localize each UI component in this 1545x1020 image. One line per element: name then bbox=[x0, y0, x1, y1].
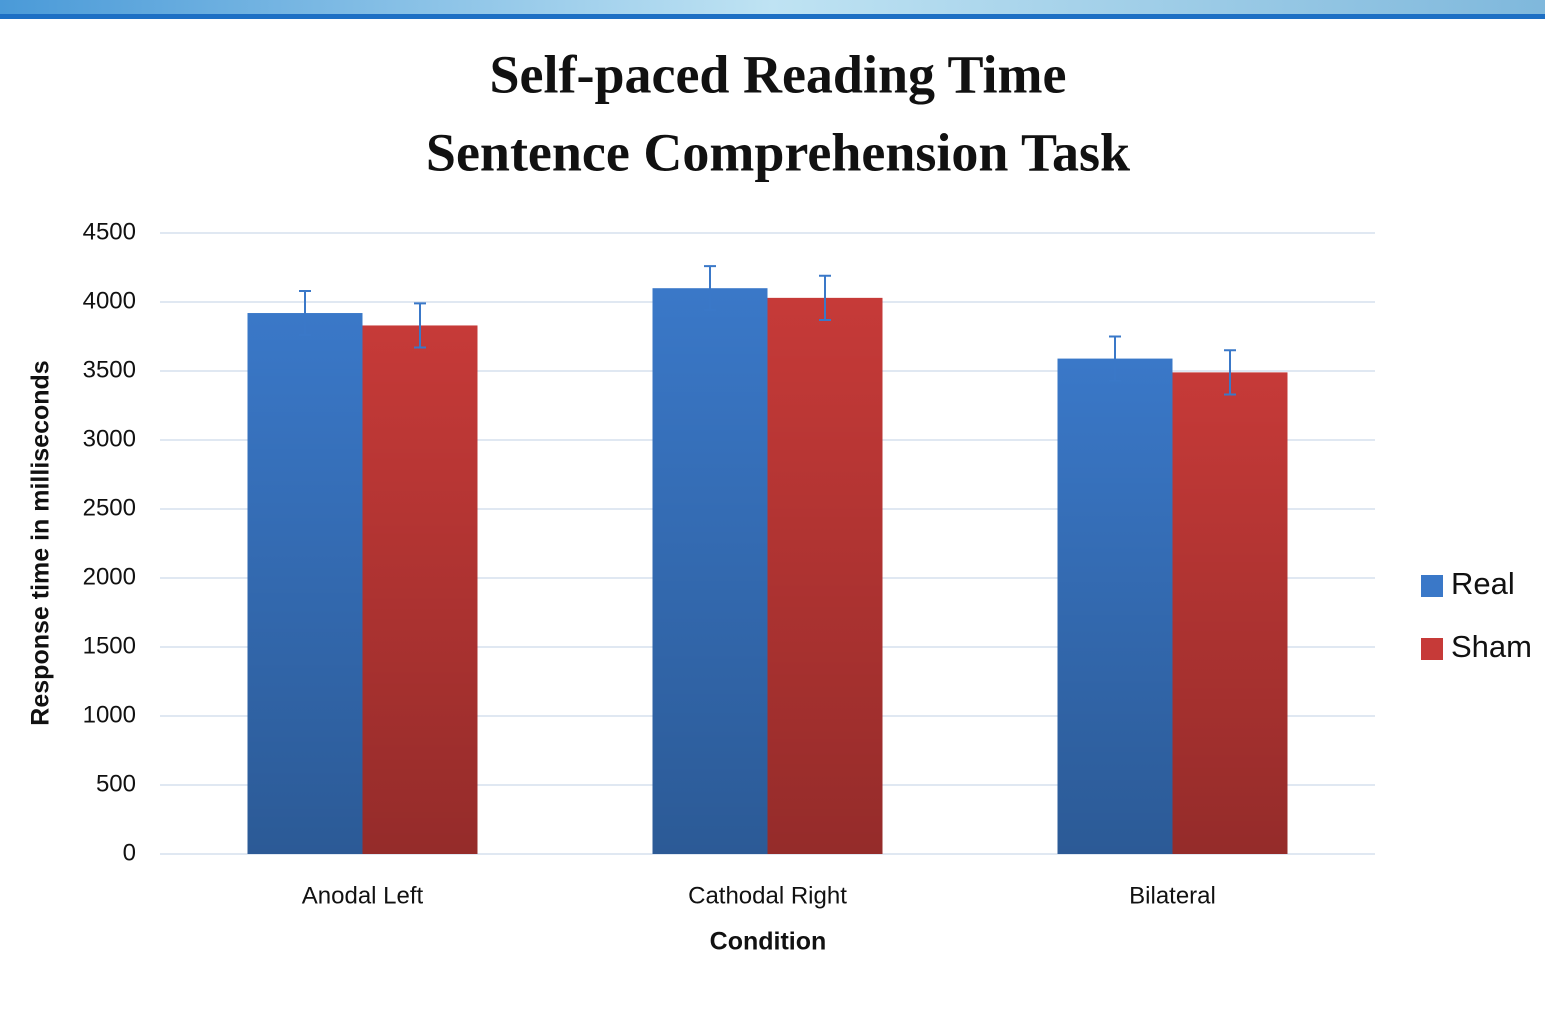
bar-shade bbox=[652, 288, 768, 854]
legend-label: Real bbox=[1451, 566, 1515, 601]
error-bar bbox=[299, 289, 311, 337]
error-bar bbox=[414, 302, 426, 349]
y-tick-label: 0 bbox=[123, 839, 136, 866]
error-bar bbox=[1109, 335, 1121, 382]
header-rule bbox=[0, 14, 1545, 19]
y-tick-label: 1500 bbox=[83, 632, 136, 659]
legend-swatch bbox=[1421, 638, 1443, 660]
bar-shade bbox=[1057, 358, 1173, 854]
legend-swatch bbox=[1421, 575, 1443, 597]
x-tick-label: Anodal Left bbox=[302, 882, 424, 909]
x-tick-label: Bilateral bbox=[1129, 882, 1216, 909]
error-bar bbox=[704, 265, 716, 312]
x-axis-label: Condition bbox=[710, 928, 827, 956]
y-tick-label: 2000 bbox=[83, 563, 136, 590]
y-axis-label: Response time in milliseconds bbox=[27, 360, 55, 725]
error-bar bbox=[1224, 349, 1236, 396]
y-tick-label: 3500 bbox=[83, 356, 136, 383]
error-bar bbox=[819, 274, 831, 321]
header-band bbox=[0, 0, 1545, 14]
bar-shade bbox=[247, 313, 363, 854]
y-tick-label: 500 bbox=[96, 770, 136, 797]
y-tick-label: 4500 bbox=[83, 218, 136, 245]
y-tick-label: 3000 bbox=[83, 425, 136, 452]
bar-shade bbox=[767, 297, 883, 854]
legend-label: Sham bbox=[1451, 629, 1532, 664]
bar-shade bbox=[362, 325, 478, 855]
chart-subtitle: Sentence Comprehension Task bbox=[426, 122, 1130, 182]
y-tick-label: 4000 bbox=[83, 287, 136, 314]
chart-title: Self-paced Reading Time bbox=[489, 44, 1066, 104]
y-tick-label: 1000 bbox=[83, 701, 136, 728]
bar-shade bbox=[1172, 372, 1288, 854]
x-tick-label: Cathodal Right bbox=[688, 882, 847, 909]
y-tick-label: 2500 bbox=[83, 494, 136, 521]
